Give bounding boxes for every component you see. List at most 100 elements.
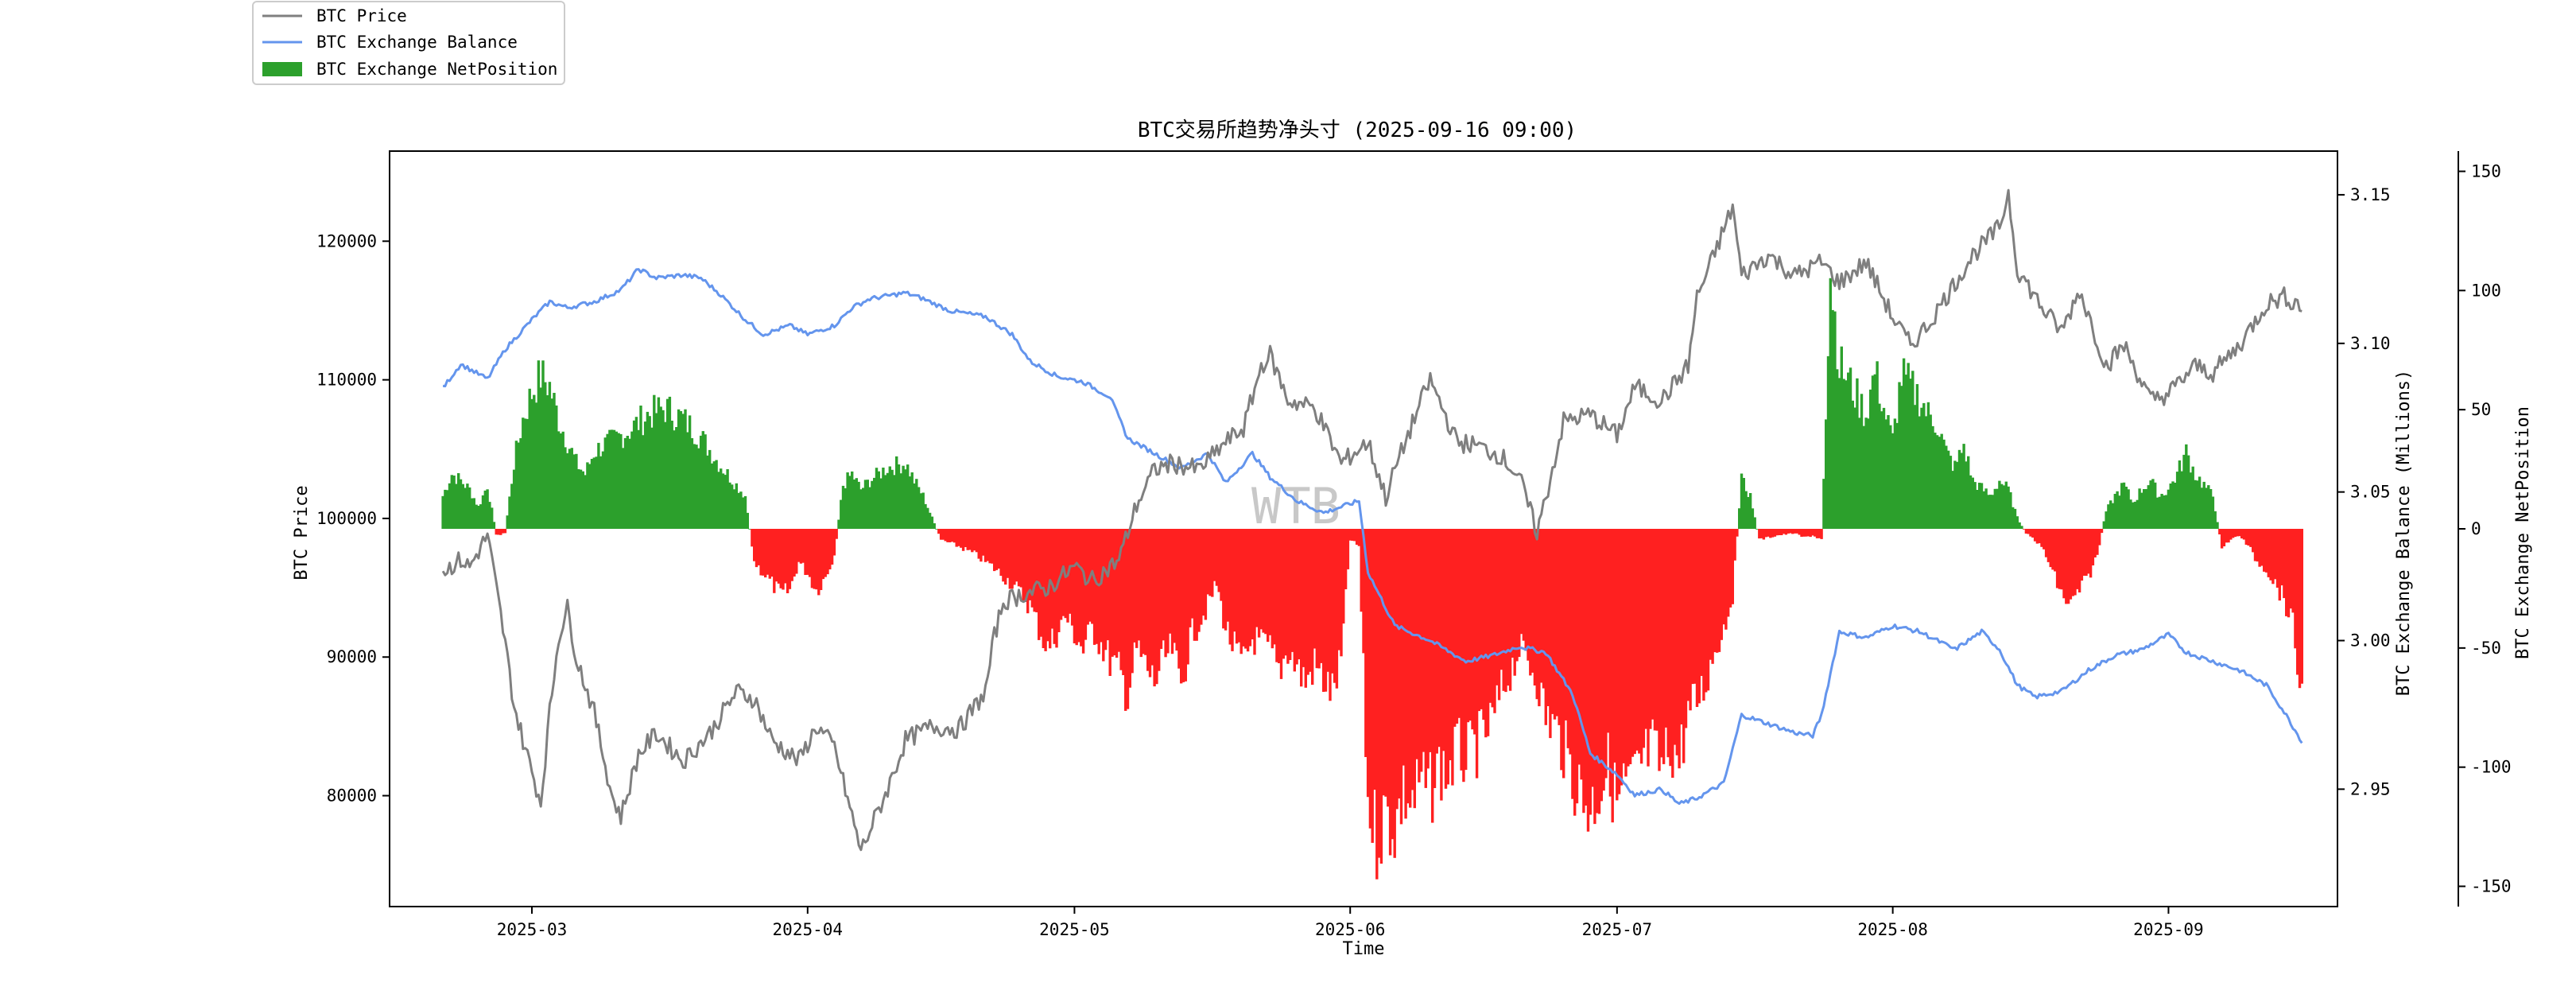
netposition-bar — [623, 437, 627, 529]
netposition-bar — [534, 402, 538, 529]
netposition-bar — [1660, 529, 1663, 758]
netposition-bar — [1533, 529, 1537, 685]
netposition-bar — [1562, 529, 1565, 779]
netposition-bar — [1555, 529, 1558, 717]
netposition-bar — [1457, 529, 1461, 718]
netposition-bar — [1511, 529, 1515, 658]
netposition-bar — [2107, 504, 2110, 529]
netposition-bar — [1731, 529, 1734, 604]
netposition-bar — [1235, 529, 1239, 644]
netposition-bar — [1342, 529, 1345, 624]
netposition-bar — [1644, 529, 1647, 729]
netposition-bar — [1971, 477, 1974, 529]
netposition-bar — [1895, 422, 1899, 529]
netposition-bar — [1924, 416, 1928, 529]
netposition-bar — [728, 482, 731, 529]
legend-label-netposition: BTC Exchange NetPosition — [316, 60, 557, 79]
netposition-bar — [1409, 529, 1412, 808]
netposition-bar — [2289, 529, 2292, 609]
netposition-bar — [1689, 529, 1692, 711]
netposition-bar — [746, 512, 749, 529]
netposition-bar — [1444, 529, 1448, 789]
netposition-bar — [1758, 529, 1761, 539]
netposition-bar — [1873, 374, 1876, 529]
netposition-bar — [1633, 529, 1636, 755]
netposition-bar — [732, 489, 736, 529]
netposition-bar — [650, 427, 654, 529]
netposition-bar — [2029, 529, 2032, 537]
netposition-bar — [1410, 529, 1414, 790]
netposition-bar — [706, 455, 709, 529]
netposition-bar — [1418, 529, 1421, 783]
netposition-bar — [2069, 529, 2073, 600]
netposition-bar — [2274, 529, 2277, 580]
netposition-bar — [2164, 495, 2168, 529]
netposition-bar — [1259, 529, 1263, 630]
netposition-bar — [1337, 529, 1340, 651]
netposition-bar — [1451, 529, 1454, 786]
netposition-bar — [1851, 400, 1854, 529]
netposition-bar — [1139, 529, 1143, 658]
netposition-bar — [2185, 444, 2188, 529]
netposition-bar — [1953, 460, 1957, 529]
netposition-bar — [1035, 529, 1038, 612]
netposition-bar — [790, 529, 793, 581]
netposition-bar — [786, 529, 789, 593]
netposition-bar — [1635, 529, 1639, 751]
netposition-bar — [1146, 529, 1150, 671]
netposition-bar — [1195, 529, 1198, 641]
netposition-bar — [595, 456, 598, 529]
netposition-bar — [2111, 503, 2115, 529]
netposition-bar — [846, 472, 849, 529]
netposition-bar — [492, 522, 496, 529]
netposition-bar — [1304, 529, 1307, 688]
netposition-bar — [1673, 529, 1677, 745]
netposition-bar — [1978, 483, 1981, 529]
price-axis-label: BTC Price — [292, 485, 312, 580]
netposition-bar — [1820, 529, 1823, 539]
netposition-bar — [1437, 529, 1441, 748]
netposition-bar — [495, 529, 498, 535]
netposition-bar — [1384, 529, 1387, 797]
netposition-bar — [1102, 529, 1105, 662]
netposition-bar — [2231, 529, 2235, 538]
netposition-bar — [1558, 529, 1561, 725]
netposition-bar — [1847, 372, 1850, 529]
netposition-bar — [2009, 492, 2012, 529]
netposition-tick-label: 100 — [2471, 281, 2501, 300]
netposition-bar — [1837, 378, 1841, 529]
netposition-bar — [2298, 529, 2302, 689]
netposition-bar — [884, 475, 887, 529]
netposition-bar — [1475, 529, 1479, 779]
netposition-bar — [686, 432, 689, 529]
netposition-bar — [826, 529, 829, 575]
netposition-bar — [1700, 529, 1703, 676]
netposition-bar — [1086, 529, 1089, 625]
netposition-bar — [837, 519, 840, 529]
netposition-bar — [1377, 529, 1381, 858]
netposition-bar — [817, 529, 821, 596]
netposition-bar — [1569, 529, 1572, 755]
netposition-bar — [1909, 379, 1912, 529]
netposition-bar — [1907, 363, 1910, 529]
netposition-bar — [611, 429, 614, 529]
netposition-bar — [1226, 529, 1230, 622]
netposition-bar — [1228, 529, 1232, 645]
netposition-bar — [933, 523, 936, 529]
netposition-bar — [1793, 529, 1797, 534]
netposition-bar — [1836, 369, 1839, 529]
netposition-bar — [821, 529, 825, 580]
netposition-bar — [1571, 529, 1574, 799]
netposition-bar — [530, 398, 533, 529]
netposition-bar — [1524, 529, 1527, 651]
netposition-bar — [2233, 529, 2237, 538]
netposition-bar — [1322, 529, 1325, 692]
netposition-bar — [1253, 529, 1256, 655]
netposition-bar — [510, 484, 514, 529]
netposition-bar — [1608, 529, 1612, 797]
netposition-bar — [1491, 529, 1494, 708]
netposition-bar — [2062, 529, 2066, 599]
netposition-bar — [2218, 529, 2221, 534]
netposition-bar — [1535, 529, 1538, 700]
netposition-bar — [1596, 529, 1599, 814]
